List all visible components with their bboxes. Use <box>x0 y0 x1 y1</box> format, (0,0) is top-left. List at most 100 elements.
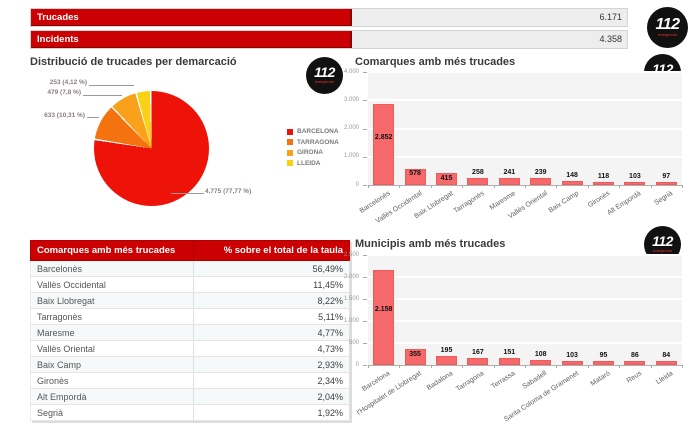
x-tick <box>650 365 652 368</box>
y-tick <box>363 321 367 322</box>
bar-value-label: 103 <box>629 173 641 181</box>
bar <box>655 182 677 185</box>
y-gridline <box>368 99 682 102</box>
x-tick <box>368 365 369 368</box>
bar-value-label: 84 <box>662 352 671 360</box>
legend-swatch <box>287 160 293 167</box>
bar-value-label: 148 <box>566 171 578 179</box>
bar-value-label: 167 <box>472 348 484 356</box>
plot-area <box>368 255 682 365</box>
table-cell-percent: 8,22% <box>193 292 350 309</box>
category-label: Alt Empordà <box>606 190 643 217</box>
bar <box>561 360 583 365</box>
legend-label: TARRAGONA <box>297 138 339 146</box>
legend-swatch <box>287 149 293 156</box>
logo-number: 112 <box>655 16 680 33</box>
table-cell-comarca: Gironès <box>30 372 194 389</box>
bar <box>436 356 457 365</box>
table-header-comarques: Comarques amb més trucades <box>30 240 194 261</box>
x-tick <box>682 185 683 188</box>
y-tick-label: 1.000 <box>343 153 359 160</box>
x-tick <box>368 185 369 188</box>
bar <box>593 360 614 365</box>
y-gridline <box>368 320 682 322</box>
y-tick <box>363 100 367 102</box>
pie-slice-label: 479 (7,8 %) <box>47 89 81 96</box>
bar-value-label: 2.852 <box>374 134 393 142</box>
bar-value-label: 108 <box>534 351 547 359</box>
table-header-percent: % sobre el total de la taula <box>193 240 350 261</box>
table-cell-percent: 11,45% <box>193 276 350 293</box>
category-label: Sabadell <box>521 370 549 391</box>
x-tick <box>587 365 589 368</box>
bar-value-label: 118 <box>597 172 610 180</box>
category-label: Tarragonès <box>452 190 486 215</box>
table-cell-comarca: Barcelonès <box>30 260 194 277</box>
stat-label: Incidents <box>37 34 79 45</box>
x-tick <box>650 185 652 188</box>
category-label: Mataró <box>589 370 612 388</box>
stat-label: Trucades <box>37 12 79 23</box>
bar <box>373 270 395 365</box>
logo-subtext: emergències <box>652 248 673 253</box>
logo-112-icon: 112 emergències <box>306 57 343 94</box>
pie-slice-label: 4.775 (77,77 %) <box>205 188 252 195</box>
x-tick <box>493 185 495 188</box>
bar-value-label: 151 <box>503 349 516 357</box>
table-cell-percent: 2,04% <box>193 388 350 405</box>
y-gridline <box>368 298 682 300</box>
logo-subtext: emergències <box>657 32 678 37</box>
table-row: Baix Llobregat 8,22% <box>30 292 350 309</box>
table-cell-percent: 2,93% <box>193 356 350 373</box>
pie-leader-line <box>87 117 99 118</box>
pie-slice-label: 253 (4,12 %) <box>49 79 87 86</box>
comarques-chart-title: Comarques amb més trucades <box>355 56 516 68</box>
x-tick <box>619 185 621 188</box>
municipis-bar-chart: 0 500 1.000 1.500 2.000 2.500 2.158 Barcelona 35… <box>330 249 686 425</box>
y-gridline <box>368 276 682 278</box>
legend-item: BARCELONA <box>287 123 339 135</box>
table-cell-comarca: Baix Llobregat <box>30 292 194 309</box>
category-label: Gironès <box>586 190 612 210</box>
bar <box>593 181 614 185</box>
bar <box>498 358 520 365</box>
y-tick <box>363 185 367 186</box>
x-tick <box>462 185 464 188</box>
table-cell-comarca: Maresme <box>30 324 194 341</box>
y-tick <box>363 255 367 256</box>
y-gridline <box>368 342 682 344</box>
table-row: Barcelonès 56,49% <box>30 260 350 277</box>
category-label: Badalona <box>425 370 455 392</box>
x-tick <box>493 365 495 368</box>
category-label: Baix Camp <box>547 190 580 215</box>
bar-value-label: 239 <box>534 169 547 177</box>
table-cell-percent: 56,49% <box>193 260 350 277</box>
category-label: Terrassa <box>490 370 518 391</box>
logo-number: 112 <box>314 64 335 80</box>
logo-subtext: emergències <box>314 79 335 84</box>
y-gridline <box>368 127 682 130</box>
y-tick-label: 4.000 <box>343 68 359 75</box>
header-stats: Trucades 6.171 Incidents 4.358 <box>30 8 628 52</box>
bar <box>624 361 646 365</box>
y-tick-label: 3.000 <box>343 96 359 103</box>
bar-value-label: 258 <box>472 168 484 176</box>
legend-label: GIRONA <box>297 149 323 157</box>
x-tick <box>682 365 683 368</box>
legend-swatch <box>287 128 293 135</box>
bar <box>655 361 677 365</box>
table-cell-percent: 1,92% <box>193 404 350 421</box>
x-tick <box>556 365 558 368</box>
x-tick <box>430 185 432 188</box>
x-tick <box>619 365 621 368</box>
comarques-percent-table: Comarques amb més trucades % sobre el to… <box>30 240 350 421</box>
category-label: Segrià <box>653 190 675 207</box>
table-cell-comarca: Baix Camp <box>30 356 194 373</box>
y-gridline <box>368 71 682 73</box>
x-tick <box>556 185 558 188</box>
bar <box>404 349 426 365</box>
bar <box>467 357 489 365</box>
x-tick <box>399 365 401 368</box>
stat-bar-fill: Incidents <box>31 31 352 48</box>
stat-value: 4.358 <box>599 34 622 44</box>
